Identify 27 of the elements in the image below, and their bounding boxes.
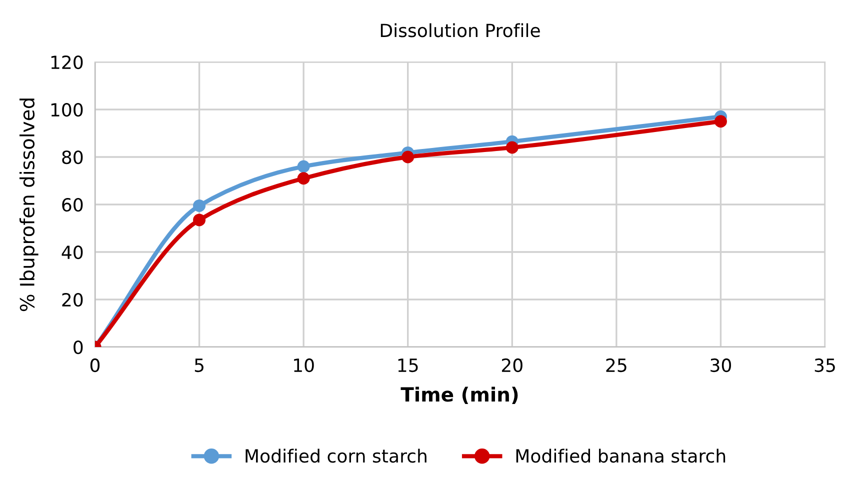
x-tick-label: 35 <box>814 358 835 372</box>
legend-label: Modified corn starch <box>246 448 426 463</box>
x-tick-label: 20 <box>502 358 522 372</box>
chart-title: Dissolution Profile <box>380 23 540 38</box>
y-tick-label: 100 <box>51 102 83 117</box>
y-tick-label: 120 <box>51 55 83 70</box>
x-tick-label: 5 <box>194 358 204 372</box>
point <box>297 172 310 185</box>
x-tick-label: 30 <box>710 358 732 372</box>
point <box>193 199 206 212</box>
point <box>193 214 206 226</box>
y-tick-label: 0 <box>74 340 83 354</box>
x-tick-label: 15 <box>398 358 418 372</box>
x-axis-title: Time (min) <box>400 386 518 404</box>
y-axis-title: % Ibuprofen dissolved <box>19 98 38 312</box>
y-tick-label: 40 <box>62 245 83 260</box>
point <box>297 160 310 173</box>
point <box>402 150 414 164</box>
x-tick-label: 25 <box>606 358 626 372</box>
legend-label: Modified banana starch <box>516 448 726 463</box>
y-tick-label: 60 <box>62 198 83 212</box>
y-tick-label: 80 <box>62 150 83 164</box>
point <box>714 115 727 128</box>
x-tick-label: 10 <box>294 358 314 372</box>
x-tick-label: 0 <box>90 358 100 372</box>
point <box>506 141 518 154</box>
y-tick-label: 20 <box>62 292 83 307</box>
